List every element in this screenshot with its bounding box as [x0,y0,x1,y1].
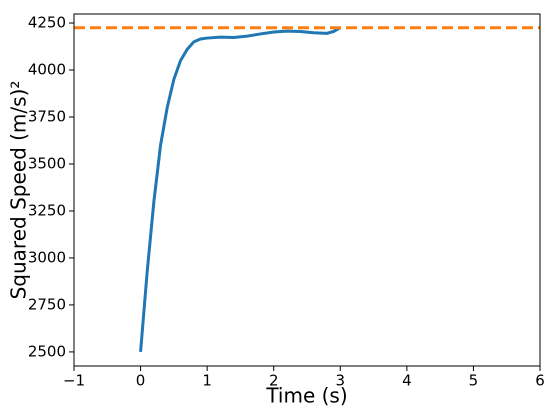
data-line [139,26,342,353]
x-axis-label: Time (s) [265,384,347,408]
x-tick-label: 5 [469,372,479,390]
y-tick-label: 3250 [28,201,66,219]
y-axis-label: Squared Speed (m/s)² [7,81,31,300]
y-tick-label: 4250 [28,14,66,32]
y-tick-label: 3000 [28,248,66,266]
x-tick-label: 1 [202,372,212,390]
plot-frame [73,13,541,367]
y-tick-label: 3750 [28,107,66,125]
x-tick-label: 4 [402,372,412,390]
y-tick-label: 2750 [28,295,66,313]
x-tick-label: −1 [63,372,85,390]
x-tick-label: 0 [136,372,146,390]
y-tick-label: 3500 [28,154,66,172]
y-tick-label: 2500 [28,342,66,360]
y-tick-label: 4000 [28,61,66,79]
x-tick-label: 2 [269,372,279,390]
x-tick-label: 6 [535,372,545,390]
x-tick-label: 3 [336,372,346,390]
